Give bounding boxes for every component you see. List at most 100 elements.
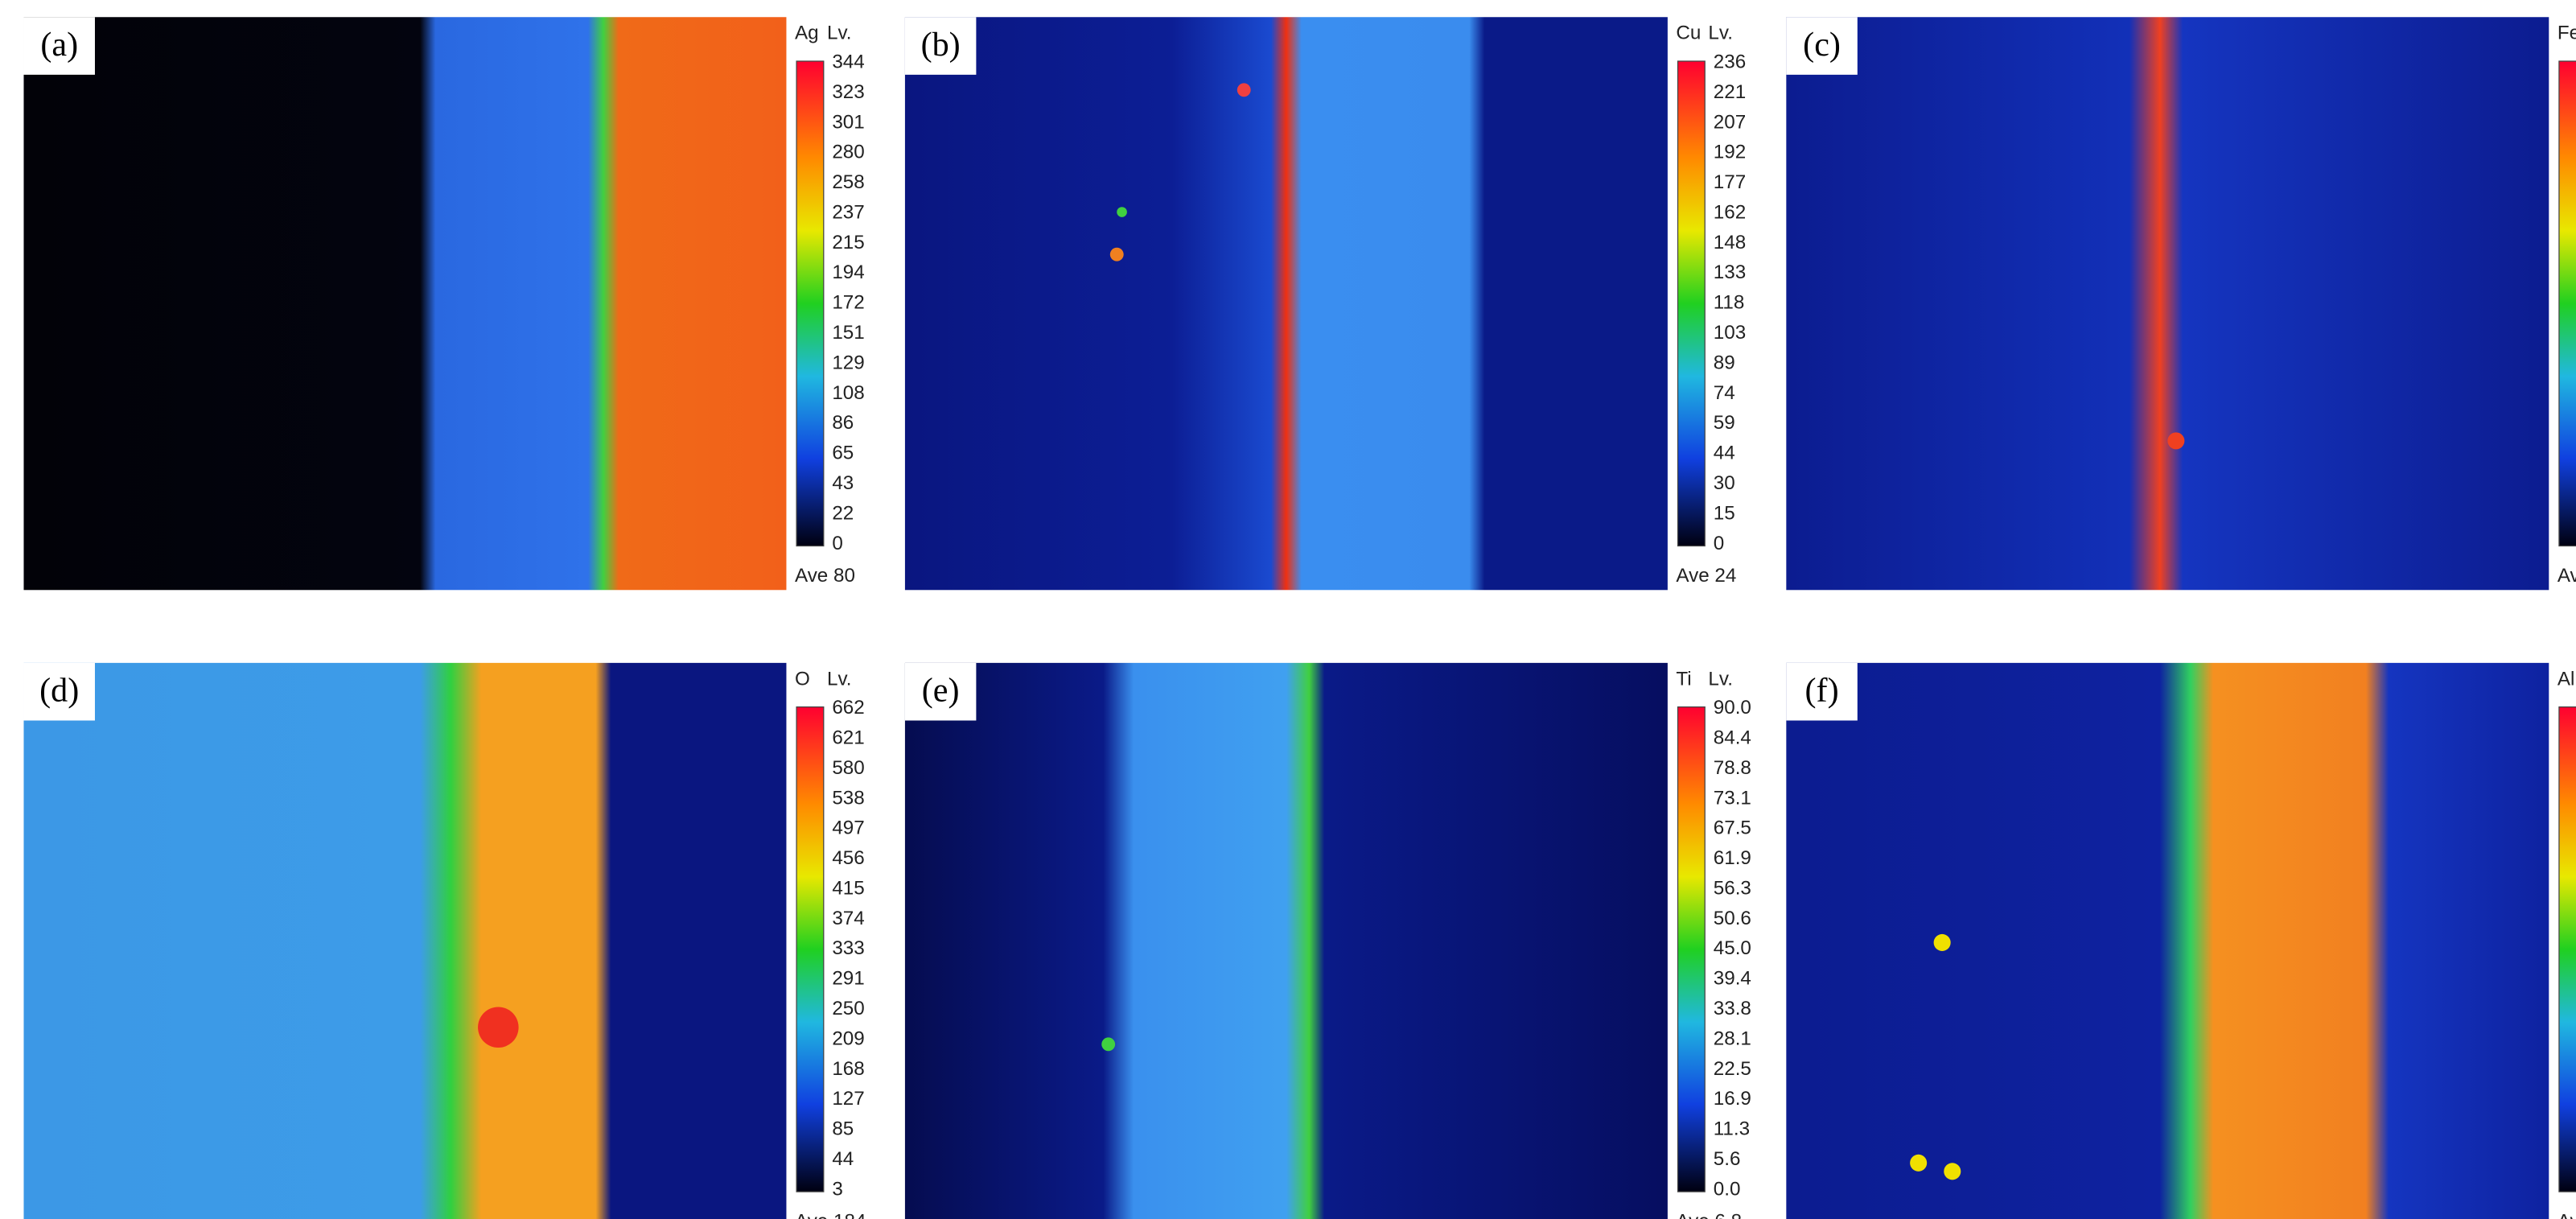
- colorbar-tick-label: 258: [832, 171, 864, 193]
- colorbar-tick-label: 118: [1714, 292, 1745, 314]
- colorbar-tick-label: 90.0: [1714, 697, 1751, 719]
- colorbar-tick-label: 59: [1714, 412, 1735, 434]
- label-box: [1786, 662, 1858, 721]
- map-spot: [1237, 83, 1251, 97]
- colorbar-tick-label: 497: [832, 817, 864, 839]
- label-box: [23, 662, 95, 721]
- colorbar: [1677, 706, 1706, 1192]
- colorbar-tick-label: 50.6: [1714, 908, 1751, 929]
- average-label: Ave 24: [1676, 565, 1736, 587]
- colorbar-tick-label: 39.4: [1714, 968, 1751, 990]
- average-label: Ave 80: [795, 565, 855, 587]
- colorbar-tick-label: 67.5: [1714, 817, 1751, 839]
- colorbar-tick-label: 323: [832, 81, 864, 103]
- panel: (b) Cu Lv. 236 221 207 192 177 162 148 133 118 103 89…: [904, 17, 1746, 591]
- panel-label: (d): [39, 671, 79, 709]
- element-name: Cu: [1676, 23, 1701, 44]
- map-spot: [478, 1007, 519, 1048]
- colorbar-tick-label: 86: [832, 412, 854, 434]
- colorbar-tick-label: 280: [832, 142, 864, 163]
- map-spot: [1101, 1037, 1116, 1052]
- colorbar-tick-label: 28.1: [1714, 1028, 1751, 1049]
- colorbar: [796, 60, 825, 547]
- element-name: Ti: [1676, 668, 1691, 690]
- colorbar: [2558, 60, 2576, 547]
- colorbar-tick-label: 177: [1714, 171, 1746, 193]
- level-label: Lv.: [827, 668, 852, 690]
- colorbar-tick-label: 250: [832, 998, 864, 1019]
- panel-label: (f): [1805, 671, 1839, 709]
- map-image: [904, 662, 1668, 1219]
- colorbar-tick-label: 168: [832, 1058, 864, 1080]
- panel: (d) O Lv. 662 621 580 538 497 456 415 374 333 291 250…: [23, 662, 866, 1219]
- map-image: [1786, 662, 2549, 1219]
- panel-label: (c): [1803, 26, 1841, 64]
- map-spot: [1933, 933, 1951, 951]
- colorbar-tick-label: 192: [1714, 142, 1746, 163]
- label-box: [904, 662, 977, 721]
- colorbar-tick-label: 0: [832, 533, 842, 554]
- colorbar-tick-label: 374: [832, 908, 864, 929]
- average-label: Ave 60: [2557, 1210, 2576, 1219]
- element-name: Ag: [795, 23, 819, 44]
- average-label: Ave 7.2: [2557, 565, 2576, 587]
- colorbar-tick-label: 5.6: [1714, 1148, 1741, 1170]
- map-spot: [1944, 1163, 1961, 1180]
- map-image: [1786, 17, 2549, 591]
- colorbar-tick-label: 65: [832, 443, 854, 464]
- colorbar-tick-label: 456: [832, 847, 864, 869]
- colorbar-tick-label: 0.0: [1714, 1178, 1741, 1200]
- colorbar-tick-label: 85: [832, 1118, 854, 1140]
- colorbar: [2558, 706, 2576, 1192]
- colorbar-tick-label: 45.0: [1714, 937, 1751, 959]
- colorbar-tick-label: 148: [1714, 232, 1746, 253]
- colorbar-tick-label: 0: [1714, 533, 1724, 554]
- map-image: [23, 662, 787, 1219]
- colorbar-tick-label: 221: [1714, 81, 1746, 103]
- colorbar-tick-label: 344: [832, 51, 864, 73]
- label-box: [1786, 17, 1858, 75]
- colorbar-tick-label: 621: [832, 727, 864, 749]
- colorbar-tick-label: 207: [1714, 111, 1746, 133]
- colorbar-tick-label: 33.8: [1714, 998, 1751, 1019]
- map-spot: [1117, 207, 1127, 217]
- map-image: [904, 17, 1668, 591]
- average-label: Ave 184: [795, 1210, 866, 1219]
- colorbar-tick-label: 162: [1714, 201, 1746, 223]
- colorbar-tick-label: 16.9: [1714, 1088, 1751, 1110]
- map-spot: [2167, 432, 2185, 450]
- colorbar-tick-label: 194: [832, 262, 864, 283]
- level-label: Lv.: [1708, 23, 1733, 44]
- colorbar-tick-label: 127: [832, 1088, 864, 1110]
- panel: (e) Ti Lv. 90.0 84.4 78.8 73.1 67.5 61.9 56.3 50.6…: [904, 662, 1751, 1219]
- map-spot: [1109, 247, 1124, 262]
- colorbar-tick-label: 236: [1714, 51, 1746, 73]
- element-name: Fe: [2557, 23, 2576, 44]
- level-label: Lv.: [1708, 668, 1733, 690]
- colorbar-tick-label: 78.8: [1714, 757, 1751, 779]
- panel: (a) Ag Lv. 344 323 301 280 258 237 215 194 172 151 12…: [23, 17, 865, 591]
- colorbar-tick-label: 108: [832, 382, 864, 404]
- colorbar-tick-label: 580: [832, 757, 864, 779]
- colorbar-tick-label: 103: [1714, 322, 1746, 344]
- element-name: O: [795, 668, 810, 690]
- map-image: [23, 17, 787, 591]
- colorbar-tick-label: 301: [832, 111, 864, 133]
- colorbar-tick-label: 15: [1714, 502, 1735, 524]
- colorbar-tick-label: 3: [832, 1178, 842, 1200]
- label-box: [904, 17, 977, 75]
- colorbar: [1677, 60, 1706, 547]
- panel-label: (e): [922, 671, 960, 709]
- panel-label: (a): [40, 26, 78, 64]
- colorbar-tick-label: 44: [832, 1148, 854, 1170]
- colorbar-tick-label: 333: [832, 937, 864, 959]
- panel: (f)AlLv.29027225423621820018216414612710…: [1786, 662, 2576, 1219]
- label-box: [23, 17, 95, 75]
- colorbar-tick-label: 662: [832, 697, 864, 719]
- colorbar-tick-label: 133: [1714, 262, 1746, 283]
- colorbar-tick-label: 237: [832, 201, 864, 223]
- panel: (c)FeLv.82.076.971.866.661.556.451.346.1…: [1786, 17, 2576, 591]
- element-name: Al: [2557, 668, 2575, 690]
